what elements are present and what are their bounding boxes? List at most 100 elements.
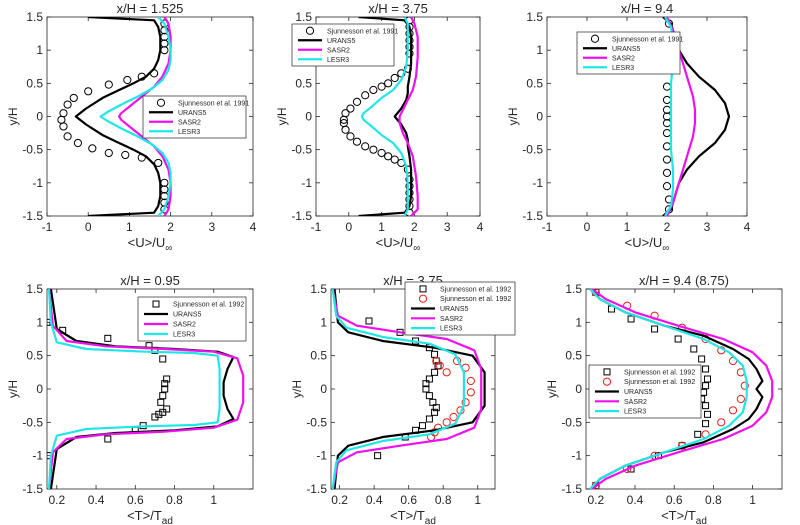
x-axis-label-sub: ad <box>162 516 173 525</box>
data-point-circle <box>384 152 393 161</box>
legend-swatch-circle <box>602 377 612 386</box>
y-tick-label: 1 <box>320 315 327 329</box>
y-tick-label: -1 <box>301 176 312 190</box>
data-point-square <box>159 408 167 416</box>
data-point-square <box>161 385 169 393</box>
data-layer <box>47 289 245 489</box>
x-axis-label-main: <U>/U <box>128 235 166 250</box>
data-point-circle <box>435 361 444 370</box>
data-layer <box>331 289 486 489</box>
data-point-circle <box>405 188 414 197</box>
x-tick-label: 0.2 <box>48 493 65 507</box>
legend-entry: URANS5 <box>440 306 469 313</box>
data-point-circle <box>449 412 458 422</box>
subplot-grid: -1 0 1 2 3 4-1.5-1-0.500.511.5x/H = 1.525y/H<… <box>6 1 783 525</box>
y-tick-label: 1.5 <box>295 10 312 24</box>
x-tick-label: 3 <box>208 220 215 234</box>
y-tick-label: -1.5 <box>306 482 327 496</box>
legend: Sjunnesson et al. 1991 URANS5 SASR2 LESR3 <box>291 23 398 67</box>
x-axis-label: <U>/U∞ <box>376 235 421 254</box>
data-point-circle <box>352 97 362 107</box>
subplot-1: -1 0 1 2 3 4-1.5-1-0.500.511.5x/H = 1.525y/H<… <box>6 1 257 254</box>
x-axis-label-sub: ∞ <box>662 243 669 254</box>
data-point-circle <box>339 115 348 124</box>
data-point-square <box>425 415 433 423</box>
x-axis-label: <T>/Tad <box>390 508 436 525</box>
data-point-square <box>702 420 710 428</box>
x-tick-label: 4 <box>744 220 751 234</box>
legend-entry: LESR3 <box>612 65 634 72</box>
data-point-circle <box>466 376 475 386</box>
y-tick-label: -0.5 <box>522 143 543 157</box>
data-point-circle <box>405 182 414 191</box>
x-axis-label-main: <T>/T <box>390 508 425 523</box>
data-layer <box>339 17 419 216</box>
legend-entry: SASR2 <box>173 322 196 329</box>
x-axis-label-main: <T>/T <box>661 508 696 523</box>
x-axis-label: <T>/Tad <box>127 508 173 525</box>
x-tick-label: 0.8 <box>166 493 183 507</box>
legend: Sjunnesson et al. 1992 URANS5 SASR2 LESR3 <box>137 296 247 342</box>
data-point-square <box>627 315 635 323</box>
data-point-circle <box>662 168 672 177</box>
data-point-square <box>702 402 710 410</box>
data-point-square <box>163 375 171 383</box>
data-point-circle <box>361 91 370 100</box>
y-tick-label: 0.5 <box>526 76 543 90</box>
y-tick-label: -0.5 <box>22 143 43 157</box>
y-tick-label: 0 <box>320 382 327 396</box>
y-tick-label: -1 <box>532 176 543 190</box>
legend-entry: Sjunnesson et al. 1992 <box>173 302 244 309</box>
data-point-circle <box>662 155 672 164</box>
data-point-square <box>159 392 167 400</box>
data-point-circle <box>461 398 470 407</box>
data-point-circle <box>377 82 386 91</box>
legend-entry: SASR2 <box>327 47 350 54</box>
x-tick-label: 0 <box>345 220 352 234</box>
legend-entry: LESR3 <box>327 57 349 64</box>
data-point-square <box>704 410 712 418</box>
data-point-circle <box>442 368 451 377</box>
x-axis-label-sub: ad <box>425 516 436 525</box>
x-tick-label: 0.2 <box>587 493 604 507</box>
x-tick-label: 0.6 <box>127 493 144 507</box>
data-point-square <box>151 413 159 421</box>
data-point-square <box>422 380 430 388</box>
y-tick-label: -1.5 <box>291 209 312 223</box>
x-tick-label: 0.4 <box>627 493 644 507</box>
x-tick-label: 0.8 <box>435 493 452 507</box>
subplot-6: 0.2 0.4 0.6 0.8 1 -1.5 -1 -0.5 0 0.5 1 1.5 x/H = 9.4… <box>545 273 783 525</box>
data-point-square <box>431 368 439 376</box>
data-point-square <box>674 335 682 343</box>
y-tick-label: 1 <box>36 43 43 57</box>
data-point-circle <box>352 137 362 146</box>
data-point-square <box>694 430 702 438</box>
y-tick-label: 1 <box>36 315 43 329</box>
legend-swatch-circle <box>305 26 315 35</box>
x-axis-label: <T>/Tad <box>661 508 707 525</box>
legend-entry: URANS5 <box>178 110 207 117</box>
x-tick-label: -1 <box>311 220 322 234</box>
x-tick-label: 0.8 <box>705 493 722 507</box>
data-point-circle <box>346 132 355 141</box>
data-point-circle <box>84 87 93 96</box>
x-axis-label-sub: ad <box>696 516 707 525</box>
data-point-square <box>418 422 426 430</box>
y-tick-label: 1 <box>536 43 543 57</box>
legend: Sjunnesson et al. 1992 Sjunnesson et al. … <box>588 364 702 419</box>
legend-entry: Sjunnesson et al. 1991 <box>178 100 249 107</box>
y-axis-label: y/H <box>290 380 304 398</box>
legend-entry: URANS5 <box>612 46 641 53</box>
x-tick-label: 0.2 <box>331 493 348 507</box>
data-point-square <box>104 334 112 342</box>
data-point-square <box>425 392 433 400</box>
series-line-lesr3 <box>589 289 748 489</box>
y-tick-label: -1.5 <box>22 482 43 496</box>
x-tick-label: 1 <box>126 220 133 234</box>
subplot-3: -1 0 1 2 3 4-1.5-1-0.500.511.5x/H = 9.4y/H<U>… <box>506 1 751 254</box>
legend: Sjunnesson et al. 1991 URANS5 SASR2 LESR3 <box>576 31 683 75</box>
legend-entry: URANS5 <box>327 38 356 45</box>
x-tick-label: 0 <box>584 220 591 234</box>
legend-entry: URANS5 <box>624 389 653 396</box>
data-point-square <box>698 355 706 363</box>
